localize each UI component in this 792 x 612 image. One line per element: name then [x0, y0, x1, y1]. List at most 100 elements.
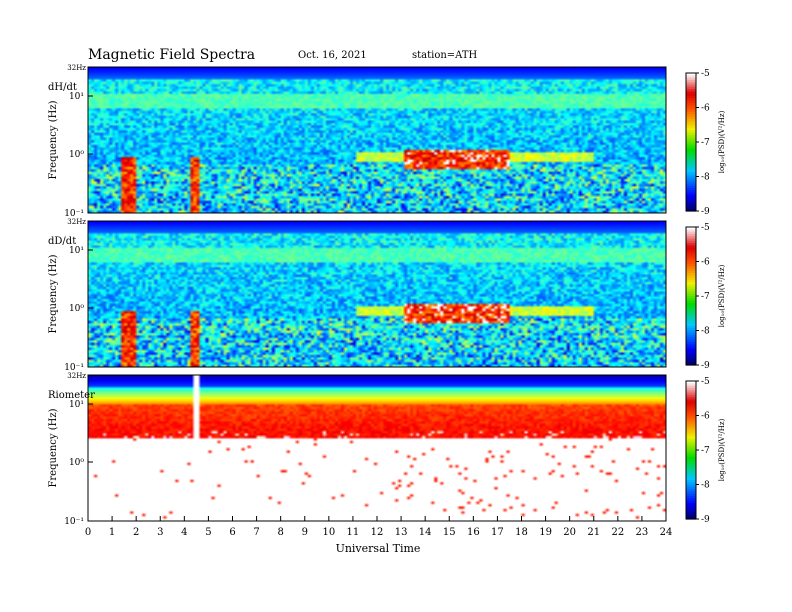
spectrogram-1 [88, 67, 666, 213]
colorbar-cell [686, 516, 696, 520]
colorbar-cell [686, 245, 696, 249]
colorbar-cell [686, 293, 696, 297]
colorbar-cell [686, 399, 696, 403]
colorbar-cell [686, 194, 696, 198]
panel-frame [87, 66, 667, 214]
colorbar-cell [686, 206, 696, 210]
colorbar-cell [686, 105, 696, 109]
colorbar-label: log₁₀(PSD)(V²/Hz) [718, 418, 726, 481]
colorbar-cell [686, 86, 696, 90]
colorbar-cell [686, 238, 696, 242]
colorbar-tick-label: -9 [701, 361, 710, 371]
colorbar-cell [686, 466, 696, 469]
colorbar-cell [686, 415, 696, 419]
colorbar-cell [686, 91, 696, 95]
colorbar-tick-label: -5 [701, 69, 710, 79]
colorbar-cell [686, 319, 696, 322]
colorbar-cell [686, 325, 696, 329]
colorbar-cell [686, 438, 696, 442]
colorbar-cell [686, 139, 696, 143]
x-tick-label: 18 [515, 527, 528, 538]
colorbar-cell [686, 401, 696, 405]
x-tick-label: 21 [587, 527, 600, 538]
colorbar-cell [686, 116, 696, 120]
x-tick-label: 13 [395, 527, 408, 538]
x-axis: 0 1 2 3 4 5 6 7 8 9 10 11 12 13 14 15 16 17 18 19 20 21 22 23 24 [85, 516, 673, 538]
colorbar-cell [686, 344, 696, 348]
y-tick-label: 10⁰ [69, 458, 84, 468]
colorbar-cell [686, 353, 696, 357]
colorbar-cell [686, 252, 696, 256]
colorbar-cell [686, 314, 696, 318]
colorbar-cell [686, 119, 696, 122]
colorbar-cell [686, 390, 696, 394]
colorbar-cell [686, 337, 696, 341]
spectrogram-3 [88, 375, 666, 521]
x-tick-label: 2 [133, 527, 139, 538]
colorbar-cell [686, 450, 696, 453]
colorbar-cell [686, 279, 696, 283]
colorbar-cell [686, 500, 696, 504]
colorbar-cell [686, 383, 696, 387]
colorbar-cell [686, 431, 696, 435]
colorbar-cell [686, 93, 696, 97]
colorbar-cell [686, 496, 696, 499]
y-axis-label: Frequency (Hz) [48, 408, 59, 487]
colorbar-cell [686, 296, 696, 299]
x-tick-label: 24 [660, 527, 673, 538]
colorbar-tick-label: -5 [701, 377, 710, 387]
colorbar-cell [686, 137, 696, 141]
colorbar-tick-label: -6 [701, 412, 710, 422]
colorbar-cell [686, 447, 696, 451]
station-label: station=ATH [412, 50, 478, 61]
colorbar-cell [686, 505, 696, 509]
colorbar-cell [686, 77, 696, 81]
top-tick-label: 32Hz [67, 218, 86, 226]
colorbar-cell [686, 153, 696, 157]
colorbar-cell [686, 461, 696, 465]
colorbar-cell [686, 433, 696, 437]
colorbar-cell [686, 339, 696, 343]
panel-label: Riometer [48, 390, 95, 401]
y-axis-label: Frequency (Hz) [48, 100, 59, 179]
colorbar-cell [686, 286, 696, 290]
colorbar-cell [686, 229, 696, 233]
colorbar-cell [686, 507, 696, 511]
colorbar-cell [686, 130, 696, 134]
colorbar-tick-label: -8 [701, 327, 710, 337]
colorbar-tick-label: -9 [701, 207, 710, 217]
colorbar-cell [686, 192, 696, 196]
colorbar-cell [686, 247, 696, 251]
colorbar-cell [686, 330, 696, 334]
colorbar-cell [686, 300, 696, 304]
colorbar-cell [686, 424, 696, 428]
colorbar-cell [686, 259, 696, 263]
colorbar-cell [686, 410, 696, 414]
colorbar-cell [686, 135, 696, 138]
colorbar-cell [686, 473, 696, 476]
colorbar-cell [686, 190, 696, 194]
colorbar-cell [686, 158, 696, 161]
x-tick-label: 0 [85, 527, 91, 538]
x-tick-label: 3 [157, 527, 163, 538]
x-tick-label: 7 [253, 527, 259, 538]
colorbar-cell [686, 167, 696, 171]
colorbar-cell [686, 289, 696, 292]
colorbar-cell [686, 475, 696, 479]
colorbar-cell [686, 236, 696, 240]
colorbar-cell [686, 254, 696, 258]
colorbar-cell [686, 484, 696, 488]
colorbar-tick-label: -7 [701, 138, 710, 148]
colorbar-cell [686, 176, 696, 180]
colorbar-cell [686, 178, 696, 182]
colorbar-cell [686, 445, 696, 449]
colorbar-cell [686, 387, 696, 391]
colorbar-cell [686, 512, 696, 515]
colorbar-cell [686, 440, 696, 444]
colorbar-cell [686, 183, 696, 187]
x-tick-label: 4 [181, 527, 187, 538]
colorbar-cell [686, 358, 696, 361]
colorbar-cell [686, 381, 696, 384]
panel-label: dH/dt [48, 82, 77, 93]
colorbar-tick-label: -6 [701, 258, 710, 268]
